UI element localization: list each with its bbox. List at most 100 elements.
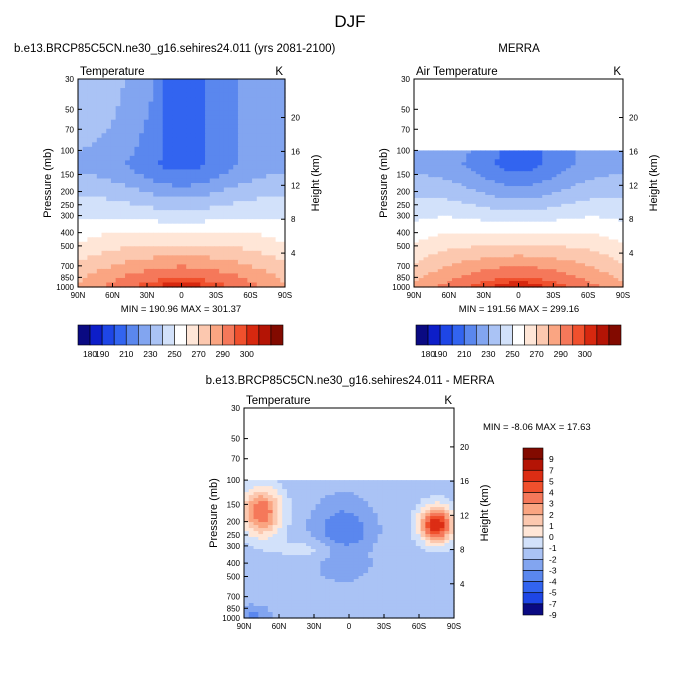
- contour-cell: [570, 263, 577, 267]
- contour-cell: [143, 173, 150, 180]
- contour-cell: [570, 180, 577, 184]
- contour-cell: [92, 250, 98, 256]
- contour-cell: [195, 183, 201, 189]
- contour-cell: [466, 153, 472, 157]
- contour-cell: [190, 124, 197, 130]
- contour-cell: [92, 133, 98, 139]
- contour-cell: [101, 255, 107, 261]
- y-tick-label: 250: [61, 201, 75, 210]
- contour-cell: [406, 498, 412, 502]
- contour-cell: [223, 101, 230, 107]
- contour-cell: [504, 153, 510, 157]
- contour-cell: [518, 177, 524, 181]
- contour-cell: [461, 224, 467, 229]
- contour-cell: [261, 169, 267, 175]
- contour-cell: [580, 156, 586, 160]
- contour-cell: [334, 513, 341, 517]
- contour-cell: [415, 510, 422, 514]
- contour-cell: [139, 124, 145, 130]
- contour-cell: [528, 153, 534, 157]
- contour-cell: [349, 486, 355, 490]
- contour-cell: [205, 97, 211, 103]
- contour-cell: [320, 501, 326, 505]
- contour-cell: [148, 237, 154, 243]
- contour-cell: [509, 263, 515, 267]
- contour-cell: [223, 277, 230, 284]
- contour-cell: [423, 168, 429, 172]
- contour-cell: [423, 174, 429, 178]
- contour-cell: [101, 192, 107, 198]
- contour-cell: [433, 221, 439, 226]
- contour-cell: [471, 186, 477, 190]
- contour-cell: [252, 223, 258, 229]
- contour-cell: [129, 192, 136, 198]
- contour-cell: [363, 486, 369, 490]
- contour-cell: [570, 254, 577, 258]
- contour-cell: [561, 186, 567, 190]
- contour-cell: [92, 259, 98, 265]
- contour-cell: [87, 128, 93, 134]
- contour-cell: [537, 248, 543, 252]
- contour-cell: [244, 528, 250, 532]
- contour-cell: [509, 218, 515, 223]
- contour-cell: [181, 214, 187, 220]
- contour-cell: [223, 282, 230, 288]
- contour-cell: [172, 137, 178, 143]
- contour-cell: [542, 245, 548, 249]
- contour-cell: [214, 277, 220, 284]
- contour-cell: [509, 200, 515, 205]
- contour-cell: [82, 201, 88, 207]
- contour-cell: [320, 489, 326, 493]
- contour-cell: [490, 153, 496, 157]
- contour-cell: [475, 165, 482, 169]
- contour-cell: [499, 156, 505, 160]
- colorbar-swatch: [451, 324, 465, 346]
- contour-cell: [110, 264, 117, 270]
- contour-cell: [82, 259, 88, 265]
- contour-cell: [176, 146, 183, 152]
- contour-cell: [270, 106, 277, 112]
- contour-cell: [125, 196, 131, 202]
- contour-cell: [125, 277, 131, 284]
- contour-cell: [157, 83, 164, 89]
- contour-cell: [433, 165, 439, 169]
- contour-cell: [200, 214, 206, 220]
- contour-cell: [153, 223, 159, 229]
- contour-cell: [353, 495, 360, 499]
- contour-cell: [580, 248, 586, 252]
- contour-cell: [153, 214, 159, 220]
- contour-cell: [87, 250, 93, 256]
- contour-cell: [461, 194, 467, 199]
- contour-cell: [339, 495, 345, 499]
- contour-cell: [618, 209, 624, 214]
- contour-cell: [433, 183, 439, 187]
- contour-cell: [106, 160, 112, 166]
- contour-cell: [334, 531, 341, 535]
- contour-cell: [256, 232, 263, 238]
- contour-cell: [542, 168, 548, 172]
- contour-cell: [252, 173, 258, 180]
- contour-cell: [589, 233, 596, 238]
- contour-cell: [96, 250, 103, 256]
- contour-cell: [148, 277, 154, 284]
- contour-cell: [494, 180, 501, 184]
- contour-cell: [162, 119, 168, 125]
- contour-cell: [542, 284, 548, 288]
- contour-cell: [181, 246, 187, 252]
- contour-cell: [120, 259, 126, 265]
- contour-cell: [242, 183, 248, 189]
- contour-cell: [494, 251, 501, 255]
- contour-cell: [547, 230, 553, 235]
- contour-cell: [280, 164, 286, 171]
- contour-cell: [566, 242, 572, 247]
- contour-cell: [280, 214, 286, 220]
- contour-cell: [466, 272, 472, 276]
- contour-cell: [339, 498, 345, 502]
- contour-cell: [566, 174, 572, 178]
- contour-cell: [471, 242, 477, 247]
- contour-cell: [537, 189, 543, 193]
- contour-cell: [82, 214, 88, 220]
- contour-cell: [613, 180, 619, 184]
- contour-cell: [513, 159, 520, 163]
- contour-cell: [181, 137, 187, 143]
